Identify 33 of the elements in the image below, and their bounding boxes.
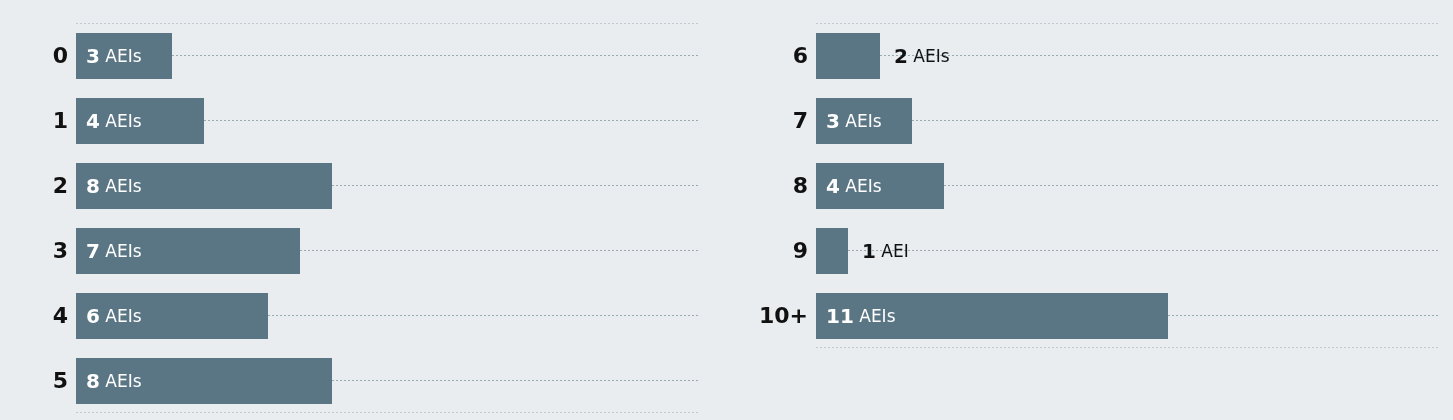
bar [76, 98, 204, 144]
data-label: 4 AEIs [86, 109, 142, 133]
y-tick-label: 10+ [758, 303, 808, 329]
bar [76, 33, 172, 79]
y-tick-label: 3 [52, 238, 68, 264]
y-tick-label: 1 [52, 108, 68, 134]
bar [76, 228, 300, 274]
y-tick-label: 7 [792, 108, 808, 134]
bar [76, 163, 332, 209]
bar [816, 163, 944, 209]
data-label: 6 AEIs [86, 304, 142, 328]
bar [76, 358, 332, 404]
bar [816, 293, 1168, 339]
y-tick-label: 6 [792, 43, 808, 69]
data-label: 11 AEIs [826, 304, 896, 328]
data-label: 8 AEIs [86, 174, 142, 198]
y-tick-label: 9 [792, 238, 808, 264]
data-label: 4 AEIs [826, 174, 882, 198]
data-label: 8 AEIs [86, 369, 142, 393]
bar [816, 33, 880, 79]
bar [816, 228, 848, 274]
y-tick-label: 5 [52, 368, 68, 394]
data-label: 3 AEIs [826, 109, 882, 133]
data-label: 3 AEIs [86, 44, 142, 68]
data-label: 2 AEIs [894, 44, 950, 68]
y-tick-label: 2 [52, 173, 68, 199]
y-tick-label: 0 [52, 43, 68, 69]
data-label: 7 AEIs [86, 239, 142, 263]
y-tick-label: 4 [52, 303, 68, 329]
bar [76, 293, 268, 339]
bar [816, 98, 912, 144]
data-label: 1 AEI [862, 239, 909, 263]
y-tick-label: 8 [792, 173, 808, 199]
